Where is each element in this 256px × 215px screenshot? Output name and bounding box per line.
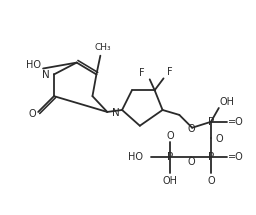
Text: O: O [28, 109, 36, 119]
Text: P: P [208, 117, 214, 127]
Text: O: O [207, 176, 215, 186]
Text: O: O [187, 124, 195, 134]
Text: OH: OH [163, 176, 178, 186]
Text: =O: =O [228, 152, 243, 162]
Text: HO: HO [128, 152, 143, 162]
Text: =O: =O [228, 117, 243, 127]
Text: CH₃: CH₃ [94, 43, 111, 52]
Text: O: O [216, 134, 223, 144]
Text: N: N [42, 71, 50, 80]
Text: O: O [187, 157, 195, 167]
Text: P: P [208, 152, 214, 162]
Text: F: F [139, 68, 145, 78]
Text: O: O [167, 131, 174, 141]
Text: P: P [167, 152, 174, 162]
Text: N: N [112, 108, 120, 118]
Text: OH: OH [220, 97, 235, 107]
Text: F: F [167, 68, 173, 77]
Text: HO: HO [26, 60, 41, 70]
